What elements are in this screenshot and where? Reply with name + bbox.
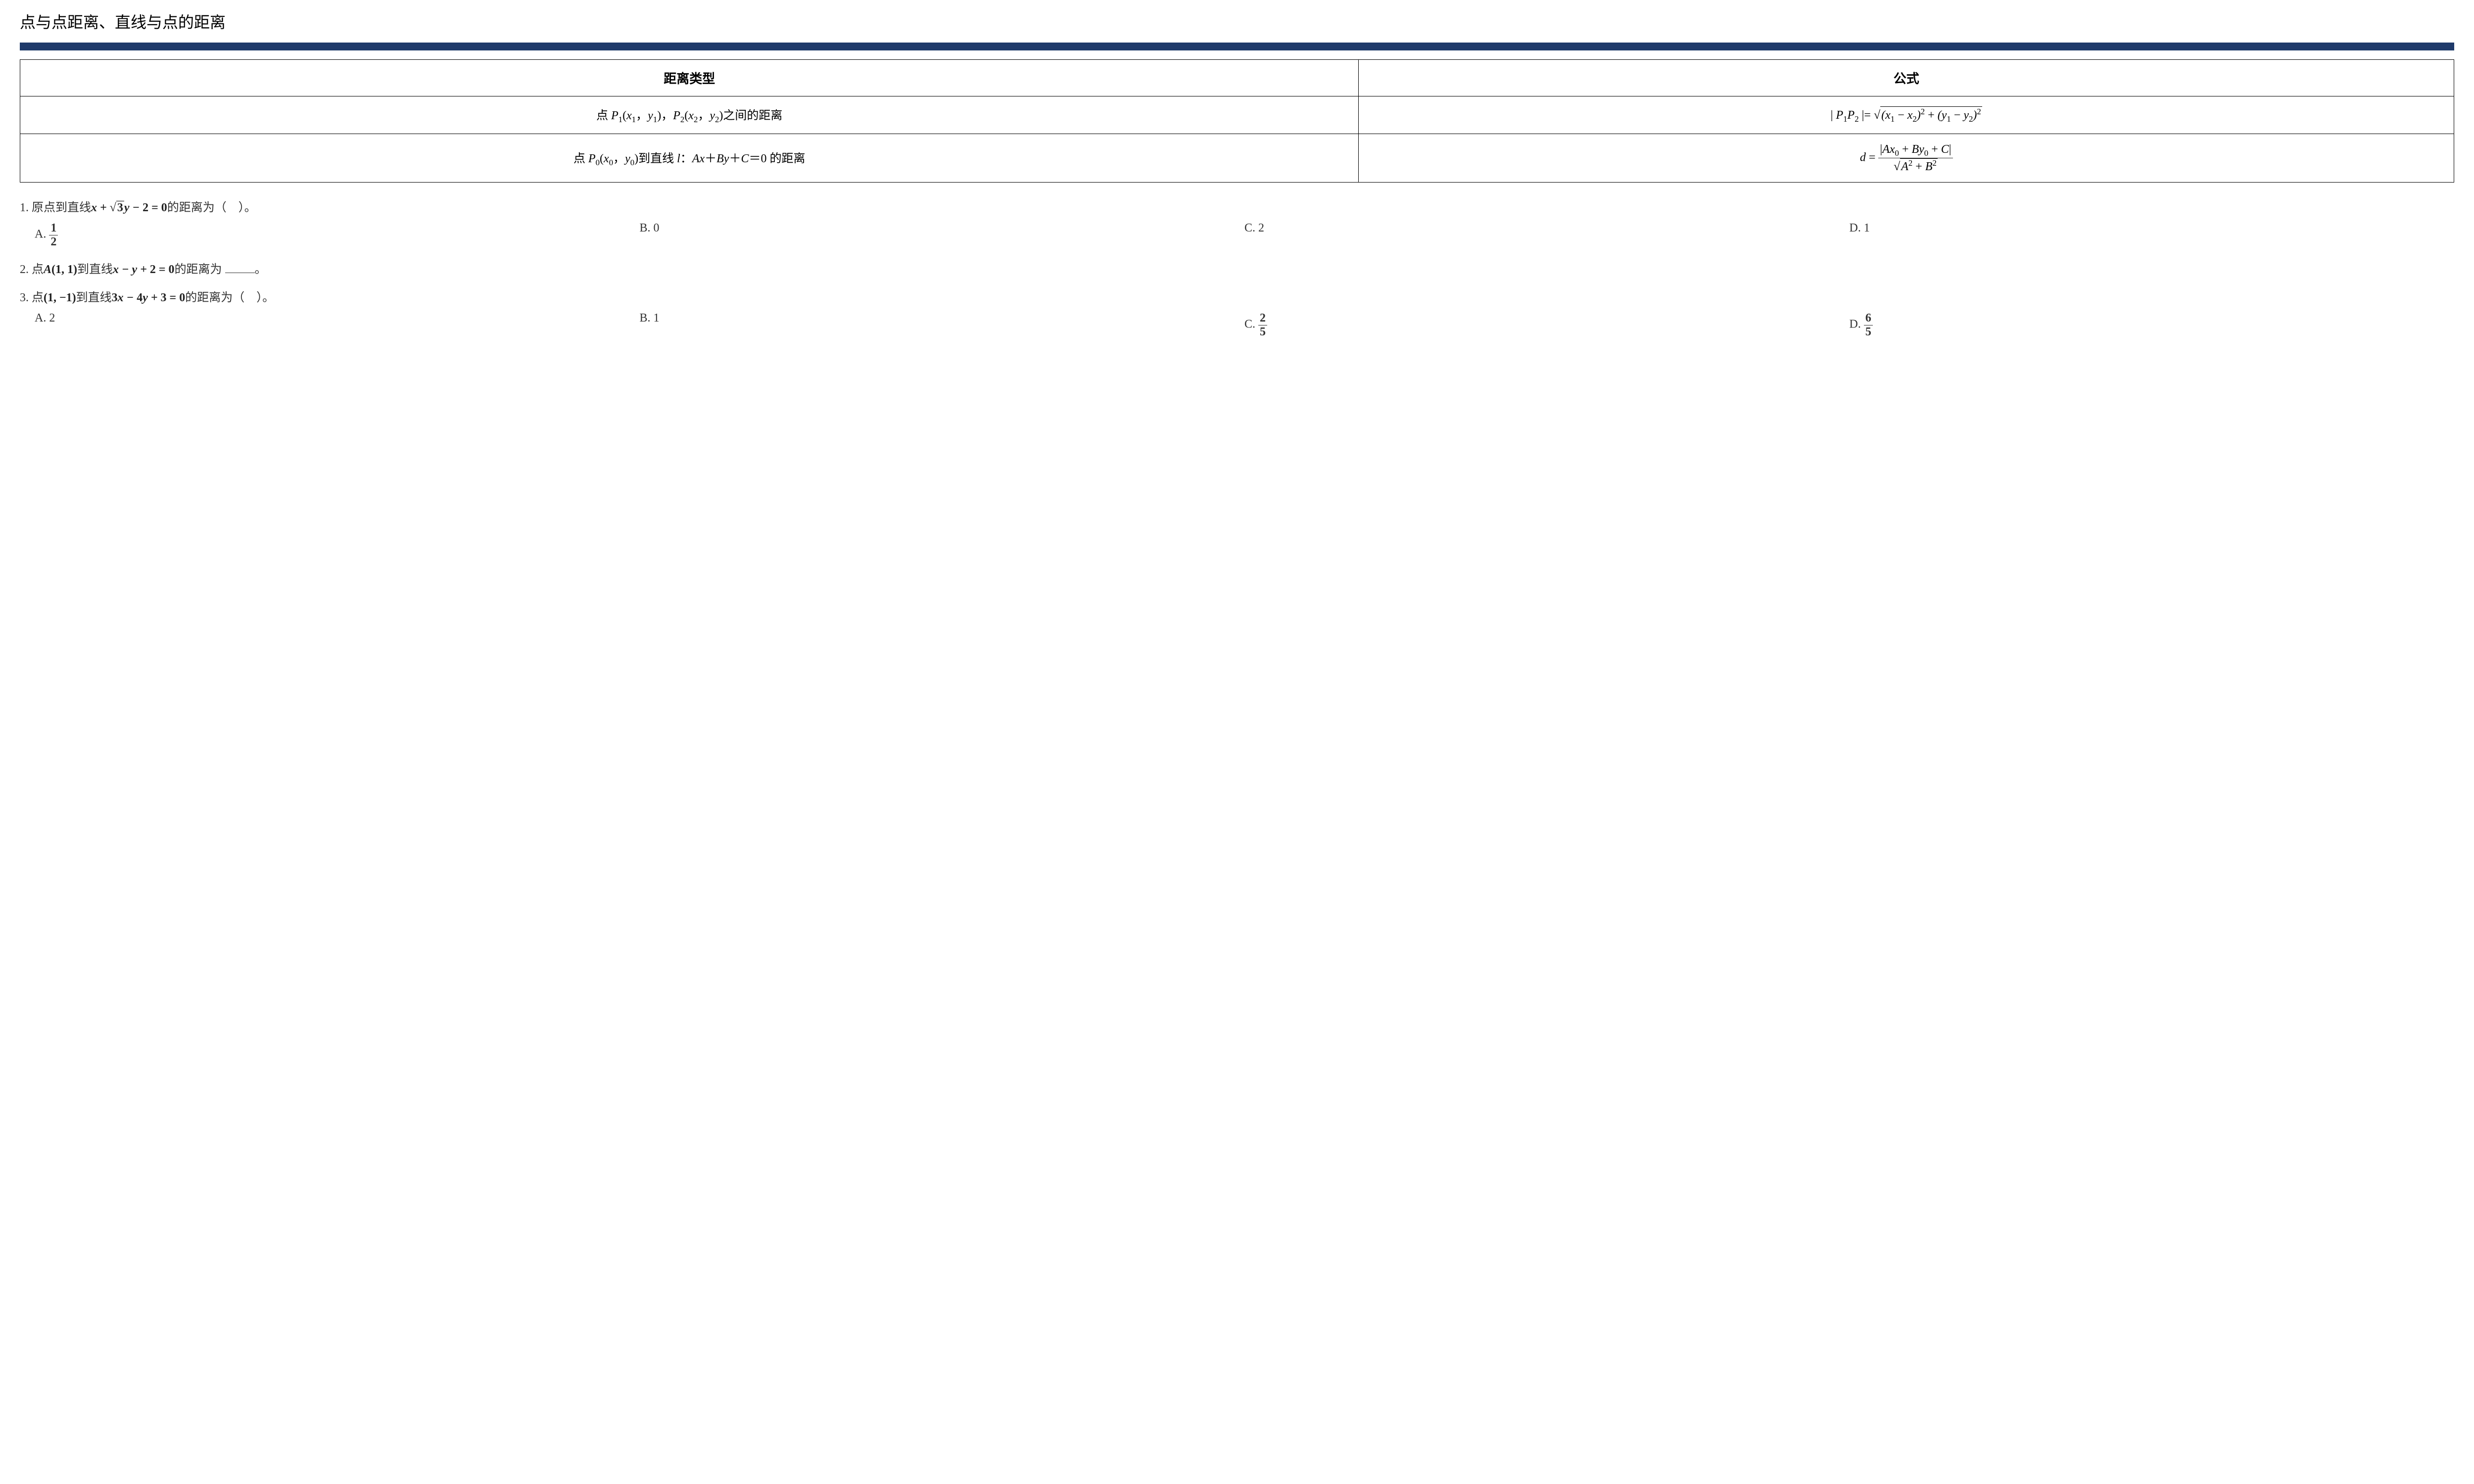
- divider-bar: [20, 43, 2454, 50]
- q1-choices: A. 12 B. 0 C. 2 D. 1: [20, 222, 2454, 248]
- choice-c[interactable]: C. 25: [1244, 312, 1850, 338]
- question-2: 2. 点A(1, 1)到直线x − y + 2 = 0的距离为 。: [20, 259, 2454, 277]
- q1-text-b: 的距离为（ ）。: [167, 201, 256, 214]
- cell-formula-1: | P1P2 |= √(x1 − x2)2 + (y1 − y2)2: [1359, 96, 2454, 134]
- header-type: 距离类型: [20, 60, 1359, 96]
- choice-a[interactable]: A. 12: [35, 222, 640, 248]
- q2-text-a: 点: [32, 263, 44, 276]
- q2-text-b: 到直线: [77, 263, 113, 276]
- choice-d[interactable]: D. 1: [1850, 222, 2455, 248]
- question-1: 1. 原点到直线x + √3y − 2 = 0的距离为（ ）。: [20, 197, 2454, 215]
- cell-type-1: 点 P1(x1，y1)，P2(x2，y2)之间的距离: [20, 96, 1359, 134]
- header-formula: 公式: [1359, 60, 2454, 96]
- table-header-row: 距离类型 公式: [20, 60, 2454, 96]
- choice-b[interactable]: B. 1: [640, 312, 1245, 338]
- table-row: 点 P0(x0，y0)到直线 l：Ax＋By＋C＝0 的距离 d = |Ax0 …: [20, 134, 2454, 183]
- formula-table: 距离类型 公式 点 P1(x1，y1)，P2(x2，y2)之间的距离 | P1P…: [20, 59, 2454, 183]
- q3-text-b: 到直线: [76, 291, 112, 304]
- q2-text-d: 。: [255, 263, 267, 276]
- q3-num: 3.: [20, 291, 32, 304]
- question-3: 3. 点(1, −1)到直线3x − 4y + 3 = 0的距离为（ ）。: [20, 287, 2454, 305]
- choice-a[interactable]: A. 2: [35, 312, 640, 338]
- q2-text-c: 的距离为: [175, 263, 222, 276]
- page-title: 点与点距离、直线与点的距离: [20, 10, 2454, 33]
- q3-choices: A. 2 B. 1 C. 25 D. 65: [20, 312, 2454, 338]
- cell-formula-2: d = |Ax0 + By0 + C| √A2 + B2: [1359, 134, 2454, 183]
- q3-text-c: 的距离为（ ）。: [185, 291, 274, 304]
- q2-num: 2.: [20, 263, 32, 276]
- choice-b[interactable]: B. 0: [640, 222, 1245, 248]
- choice-c[interactable]: C. 2: [1244, 222, 1850, 248]
- table-row: 点 P1(x1，y1)，P2(x2，y2)之间的距离 | P1P2 |= √(x…: [20, 96, 2454, 134]
- q1-num: 1.: [20, 201, 32, 214]
- choice-d[interactable]: D. 65: [1850, 312, 2455, 338]
- q1-text-a: 原点到直线: [32, 201, 91, 214]
- cell-type-2: 点 P0(x0，y0)到直线 l：Ax＋By＋C＝0 的距离: [20, 134, 1359, 183]
- q3-text-a: 点: [32, 291, 44, 304]
